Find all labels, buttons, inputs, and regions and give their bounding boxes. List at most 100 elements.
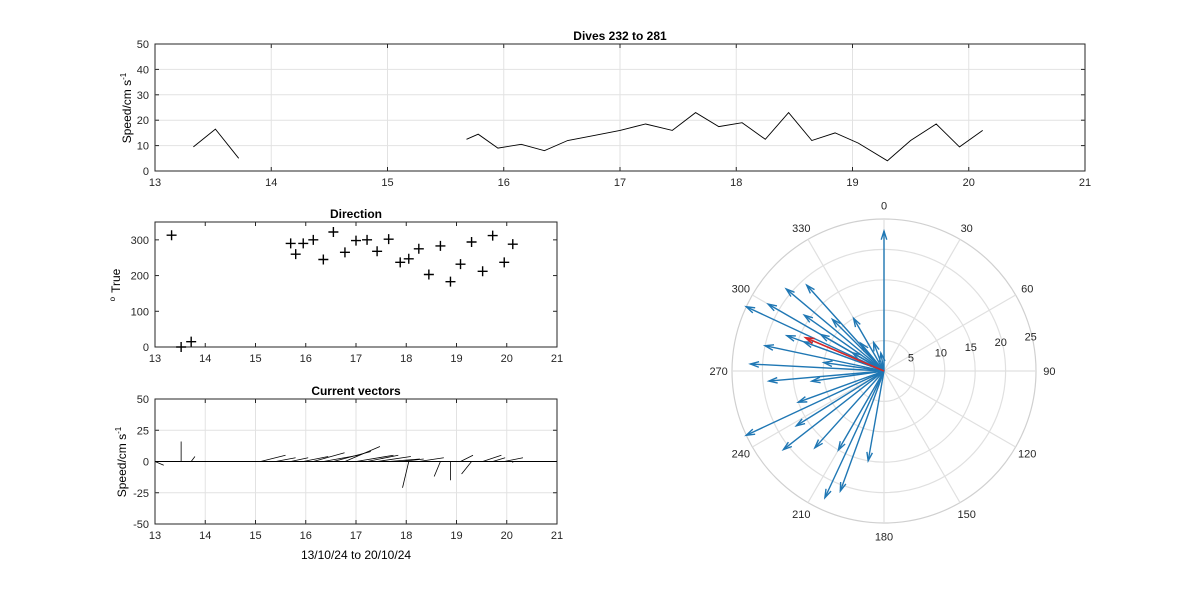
y-tick-label: 10 <box>137 141 149 153</box>
polar-vector-arrow-head <box>859 341 869 352</box>
polar-radius-label: 5 <box>908 353 914 365</box>
y-tick-label: 40 <box>137 64 149 76</box>
speed-y-axis-label-sup: -1 <box>119 72 128 80</box>
current-vector-stick <box>388 458 420 462</box>
polar-vector-arrow-head <box>744 305 756 314</box>
polar-vector-arrow <box>820 333 885 372</box>
polar-vector-arrow <box>795 370 885 427</box>
x-tick-label: 15 <box>249 530 261 542</box>
direction-point <box>413 243 424 254</box>
polar-vector-arrow-head <box>766 376 778 384</box>
polar-angle-label: 150 <box>958 509 976 521</box>
polar-vector-arrow <box>745 306 885 372</box>
polar-vector-arrow-head <box>872 340 880 352</box>
polar-vector-arrow <box>839 370 885 492</box>
x-tick-label: 16 <box>300 530 312 542</box>
direction-point <box>166 230 177 241</box>
polar-vector-arrow-head <box>852 316 861 328</box>
x-tick-label: 20 <box>501 530 513 542</box>
y-tick-label: 50 <box>137 39 149 51</box>
polar-vector-arrow-head <box>766 302 778 312</box>
direction-point <box>507 239 518 250</box>
polar-vector-arrow-head <box>866 451 874 464</box>
x-tick-label: 19 <box>450 530 462 542</box>
y-tick-label: 300 <box>131 235 149 247</box>
speed-chart-title: Dives 232 to 281 <box>573 29 667 43</box>
current-vector-stick <box>401 458 424 462</box>
current-vectors-chart: Current vectors 13 14 15 16 17 18 19 20 21 -50 -25… <box>114 384 563 562</box>
current-vector-stick <box>402 461 410 488</box>
current-vector-stick <box>290 457 309 462</box>
direction-chart-title: Direction <box>330 207 382 221</box>
x-tick-label: 21 <box>551 530 563 542</box>
polar-vector-arrow-head <box>837 441 846 452</box>
polar-vector-arrow-head <box>762 344 775 351</box>
polar-vector-arrow <box>860 342 885 372</box>
polar-radius-label: 20 <box>995 337 1007 349</box>
current-vectors-y-axis-label-sup: -1 <box>114 426 123 434</box>
direction-point <box>186 336 197 347</box>
current-vector-stick <box>190 456 196 462</box>
current-vector-stick <box>344 446 381 462</box>
polar-vector-arrow <box>798 370 885 403</box>
current-vector-stick <box>492 457 506 462</box>
polar-angle-label: 210 <box>792 509 810 521</box>
direction-point <box>285 238 296 249</box>
polar-labels: 5 10 15 20 25 0 30 60 90 120 150 180 210 240 270 300 330 <box>709 201 1055 544</box>
direction-point <box>290 249 301 260</box>
polar-chart: 5 10 15 20 25 0 30 60 90 120 150 180 210 240 270 300 330 <box>709 201 1055 544</box>
direction-point <box>362 234 373 245</box>
polar-vector-arrow-head <box>748 360 760 368</box>
polar-vector-arrow <box>768 370 885 382</box>
polar-vector-arrow <box>782 370 885 451</box>
x-tick-label: 19 <box>846 177 858 189</box>
speed-line-segment <box>193 128 240 159</box>
direction-point <box>176 342 187 352</box>
polar-spoke <box>883 239 961 372</box>
polar-mean-arrow-head <box>803 336 815 345</box>
direction-point <box>395 257 406 268</box>
x-tick-label: 21 <box>1079 177 1091 189</box>
direction-point <box>351 235 361 246</box>
polar-angle-label: 240 <box>732 449 750 461</box>
speed-line-segment <box>466 111 983 162</box>
direction-ticks: 13 14 15 16 17 18 19 20 21 0 100 200 300 <box>131 222 563 365</box>
polar-angle-label: 180 <box>875 531 893 543</box>
polar-vector-arrow <box>750 363 885 372</box>
polar-vector-arrow-head <box>839 481 847 494</box>
direction-point <box>499 257 510 268</box>
x-tick-label: 17 <box>350 353 362 365</box>
x-tick-label: 17 <box>614 177 626 189</box>
direction-point <box>445 276 456 287</box>
direction-point <box>308 234 319 245</box>
x-tick-label: 14 <box>199 353 211 365</box>
direction-y-axis-label: o True <box>108 268 123 301</box>
current-vectors-sticks <box>154 441 557 488</box>
current-vector-stick <box>275 457 296 462</box>
speed-ticks: 13 14 15 16 17 18 19 20 21 0 10 20 30 40 50 <box>137 39 1091 189</box>
current-vector-stick <box>433 461 441 477</box>
polar-vector-arrow <box>811 370 885 382</box>
polar-vector-arrow-head <box>781 441 793 452</box>
current-vector-stick <box>154 461 164 466</box>
y-tick-label: 0 <box>143 457 149 469</box>
polar-vector-arrow-head <box>809 376 821 384</box>
current-vector-stick <box>377 456 411 462</box>
direction-y-axis-label-sup: o <box>108 296 117 301</box>
polar-mean-arrow <box>805 337 885 372</box>
y-tick-label: -50 <box>133 519 149 531</box>
polar-spoke <box>883 294 1016 372</box>
x-tick-label: 20 <box>501 353 513 365</box>
direction-point <box>372 246 383 257</box>
direction-point <box>328 227 339 237</box>
current-vector-stick <box>504 457 524 462</box>
polar-angle-label: 60 <box>1021 283 1033 295</box>
polar-vectors <box>744 228 888 500</box>
polar-vector-arrow <box>852 317 885 372</box>
direction-point <box>318 254 329 265</box>
y-tick-label: 200 <box>131 271 149 283</box>
polar-angle-label: 120 <box>1018 449 1036 461</box>
current-vector-stick <box>418 457 444 462</box>
polar-vector-arrow <box>824 370 885 499</box>
y-tick-label: -25 <box>133 488 149 500</box>
